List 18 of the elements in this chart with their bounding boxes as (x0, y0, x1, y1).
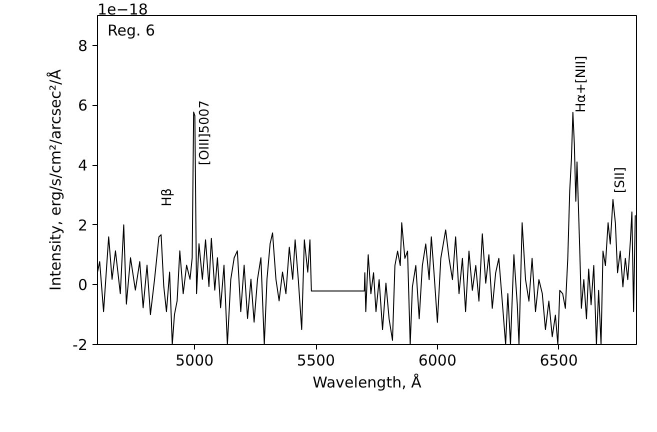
annotation: Reg. 6 (108, 22, 156, 40)
annotation: [OIII]5007 (197, 100, 212, 166)
y-tick-label: 2 (78, 216, 88, 234)
y-tick-label: 8 (78, 36, 88, 55)
annotation: Hβ (160, 188, 176, 206)
x-tick-label: 5000 (176, 352, 214, 370)
x-axis-title: Wavelength, Å (312, 374, 422, 392)
annotation: [SII] (612, 167, 628, 194)
x-tick-label: 5500 (296, 352, 336, 370)
annotation: 1e−18 (98, 0, 148, 18)
x-tick-label: 6500 (540, 352, 578, 370)
y-tick-label: 4 (78, 156, 88, 175)
y-axis-title: Intensity, erg/s/cm²/arcsec²/Å (46, 68, 65, 291)
y-tick-label: 0 (78, 276, 88, 294)
annotation: Hα+[NII] (574, 56, 590, 113)
y-tick-label: -2 (72, 336, 88, 354)
x-tick-label: 6000 (418, 352, 457, 370)
y-tick-label: 6 (78, 96, 88, 115)
